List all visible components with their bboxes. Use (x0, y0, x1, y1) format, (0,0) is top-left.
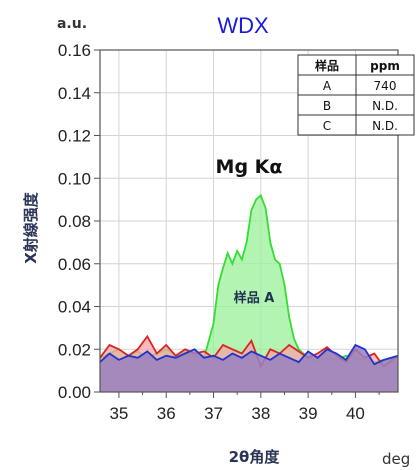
table-header: ppm (370, 59, 400, 73)
x-tick-label: 35 (109, 404, 128, 423)
sample-a-annotation: 样品 A (234, 290, 275, 306)
y-tick-label: 0.14 (58, 84, 91, 103)
x-unit-label: deg (382, 450, 410, 468)
x-tick-label: 40 (346, 404, 365, 423)
ticks-layer: 35 36 37 38 39 40 0.00 0.02 0.04 0.06 0.08 0.10 0.12… (58, 41, 380, 423)
sample-table: 样品 ppm A 740 B N.D. C N.D. (297, 54, 415, 136)
y-tick-label: 0.16 (58, 41, 91, 60)
x-tick-label: 39 (299, 404, 318, 423)
y-axis-title: X射線强度 (22, 191, 40, 264)
table-cell (355, 114, 415, 136)
y-tick-label: 0.00 (58, 383, 91, 402)
y-tick-label: 0.12 (58, 127, 91, 146)
chart-title: WDX (217, 13, 269, 38)
y-unit-label: a.u. (57, 16, 87, 32)
x-axis-title: 2θ角度 (229, 448, 281, 466)
x-tick-label: 37 (204, 404, 223, 423)
y-tick-label: 0.10 (58, 169, 91, 188)
x-tick-label: 38 (251, 404, 270, 423)
series-layer (99, 193, 399, 392)
series-3-area (100, 345, 398, 392)
table-value: N.D. (372, 99, 398, 113)
y-tick-label: 0.04 (58, 298, 91, 317)
table-value: C (323, 119, 331, 133)
table-header: 样品 (315, 58, 339, 73)
peak-annotation: Mg Kα (216, 156, 283, 178)
table-value: A (323, 79, 332, 93)
series-3-line (99, 343, 399, 366)
y-tick-label: 0.02 (58, 340, 91, 359)
y-tick-label: 0.06 (58, 255, 91, 274)
series-1-area (100, 195, 398, 392)
table-value: N.D. (372, 119, 398, 133)
x-tick-label: 36 (157, 404, 176, 423)
table-value: 740 (374, 79, 397, 93)
y-tick-label: 0.08 (58, 212, 91, 231)
table-value: B (323, 99, 331, 113)
